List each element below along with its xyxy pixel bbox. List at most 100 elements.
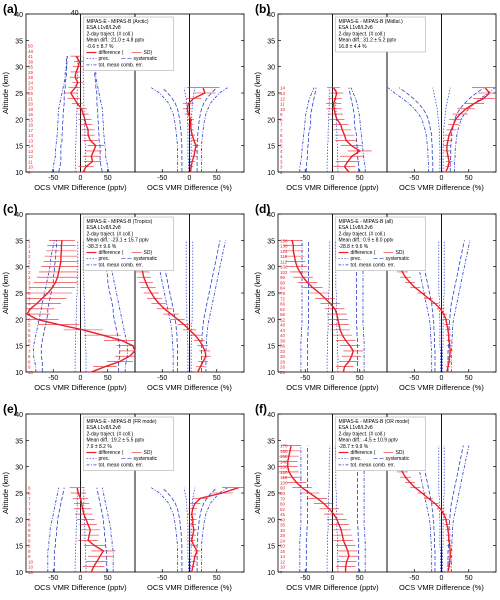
left-systematic-error-neg xyxy=(305,87,317,172)
collocation-count: 15 xyxy=(28,117,34,122)
collocation-count: 48 xyxy=(28,49,34,54)
collocation-count: 60 xyxy=(280,502,286,507)
collocation-count: 9 xyxy=(28,544,31,549)
legend-key: tot. mean comb. err. xyxy=(99,262,143,268)
right-x-axis-label: OCS VMR Difference (%) xyxy=(399,183,484,192)
collocation-count: 18 xyxy=(28,107,34,112)
legend-key: difference ( xyxy=(351,250,376,256)
legend-key: tot. mean comb. err. xyxy=(351,262,395,268)
collocation-count: 4 xyxy=(28,302,31,307)
legend-key: systematic xyxy=(386,256,410,262)
y-tick-label: 40 xyxy=(267,412,275,419)
panel-label: (a) xyxy=(3,2,18,16)
left-x-tick-label: 0 xyxy=(331,375,335,382)
right-x-axis-label: OCS VMR Difference (%) xyxy=(147,383,232,392)
right-x-tick-label: 0 xyxy=(440,375,444,382)
y-tick-label: 10 xyxy=(267,170,275,177)
collocation-count: 4 xyxy=(280,154,283,159)
y-tick-label: 35 xyxy=(267,438,275,445)
collocation-count: 7 xyxy=(280,123,283,128)
legend-key: difference ( xyxy=(351,450,376,456)
collocation-count: 28 xyxy=(280,359,286,364)
left-x-axis-label: OCS VMR Difference (pptv) xyxy=(34,183,127,192)
y-tick-label: 35 xyxy=(15,238,23,245)
legend-text: Mean diff.: 19.2 ± 5.5 pptv xyxy=(87,438,145,444)
right-total-error-neg xyxy=(412,240,433,372)
y-axis-label: Altitude (km) xyxy=(253,471,262,514)
legend-text: ESA L1v8/L2v8 xyxy=(87,425,121,431)
left-total-error-neg xyxy=(300,240,303,372)
left-total-error-neg xyxy=(47,487,60,572)
collocation-count: 7 xyxy=(28,349,31,354)
right-total-error-neg xyxy=(387,87,429,172)
left-precision-error-neg xyxy=(326,87,330,172)
collocation-count: 170 xyxy=(280,444,288,449)
left-x-tick-label: 50 xyxy=(356,575,364,582)
left-difference-line xyxy=(332,87,362,173)
collocation-count: 29 xyxy=(28,70,34,75)
collocation-count: 8 xyxy=(280,117,283,122)
right-precision-error-neg xyxy=(432,87,441,172)
collocation-count: 102 xyxy=(280,270,288,275)
left-x-tick-label: 0 xyxy=(331,575,335,582)
collocation-count: 3 xyxy=(280,159,283,164)
collocation-count: 96 xyxy=(280,275,286,280)
y-axis-label: Altitude (km) xyxy=(253,71,262,114)
right-difference-line xyxy=(190,487,239,573)
right-x-tick-label: -50 xyxy=(409,375,419,382)
collocation-count: 2 xyxy=(280,170,283,175)
collocation-count: 2 xyxy=(28,259,31,264)
collocation-count: 8 xyxy=(28,533,31,538)
collocation-count: 3 xyxy=(28,296,31,301)
collocation-count: 10 xyxy=(28,370,34,375)
left-x-tick-label: -50 xyxy=(48,575,58,582)
left-x-tick-label: -50 xyxy=(300,375,310,382)
legend-key: SD) xyxy=(144,50,153,56)
collocation-count: 9 xyxy=(28,549,31,554)
right-difference-line xyxy=(445,87,491,173)
collocation-count: 9 xyxy=(28,365,31,370)
legend-text: 16.8 ± 4.4 % xyxy=(339,44,368,50)
collocation-count: 58 xyxy=(280,312,286,317)
legend-text: -28.8 ± 9.6 % xyxy=(339,244,369,250)
collocation-count: 3 xyxy=(280,165,283,170)
y-tick-label: 20 xyxy=(267,317,275,324)
collocation-count: 7 xyxy=(28,512,31,517)
panel-label: (c) xyxy=(3,202,18,216)
right-x-tick-label: -50 xyxy=(157,175,167,182)
collocation-count: 16 xyxy=(28,112,34,117)
right-total-error-pos xyxy=(201,487,228,572)
collocation-count: 13 xyxy=(280,91,286,96)
right-difference-line xyxy=(186,87,206,173)
collocation-count: 45 xyxy=(280,512,286,517)
left-systematic-error-pos xyxy=(348,87,360,172)
collocation-count: 8 xyxy=(28,523,31,528)
y-tick-label: 35 xyxy=(15,438,23,445)
collocation-count: 41 xyxy=(28,54,34,59)
collocation-count: 4 xyxy=(280,149,283,154)
legend-key: tot. mean comb. err. xyxy=(351,462,395,468)
collocation-count: 10 xyxy=(28,165,34,170)
collocation-count: 30 xyxy=(280,354,286,359)
collocation-count: 7 xyxy=(28,496,31,501)
collocation-count: 5 xyxy=(28,317,31,322)
legend-key: tot. mean comb. err. xyxy=(99,462,143,468)
legend-text: MIPAS-E - MIPAS-B (Tropics) xyxy=(87,219,153,225)
right-total-error-neg xyxy=(151,487,178,572)
legend-text: -38.3 ± 9.6 % xyxy=(87,244,117,250)
right-precision-error-neg xyxy=(438,240,441,372)
panel-label: (e) xyxy=(3,402,18,416)
right-systematic-error-pos xyxy=(447,240,465,372)
collocation-count: 5 xyxy=(280,138,283,143)
left-precision-error-neg xyxy=(326,240,331,372)
collocation-count: 20 xyxy=(28,102,34,107)
collocation-count: 5 xyxy=(28,328,31,333)
legend-key: SD) xyxy=(144,450,153,456)
panel-label: (d) xyxy=(255,202,270,216)
right-x-tick-label: 50 xyxy=(213,575,221,582)
right-total-error-pos xyxy=(454,87,496,172)
panel-a: (a) 10 15 20 25 30 35 40 Altitude (km) -50 0 50 -50 0… xyxy=(1,2,245,192)
collocation-count: 38 xyxy=(280,338,286,343)
collocation-count: 66 xyxy=(280,302,286,307)
